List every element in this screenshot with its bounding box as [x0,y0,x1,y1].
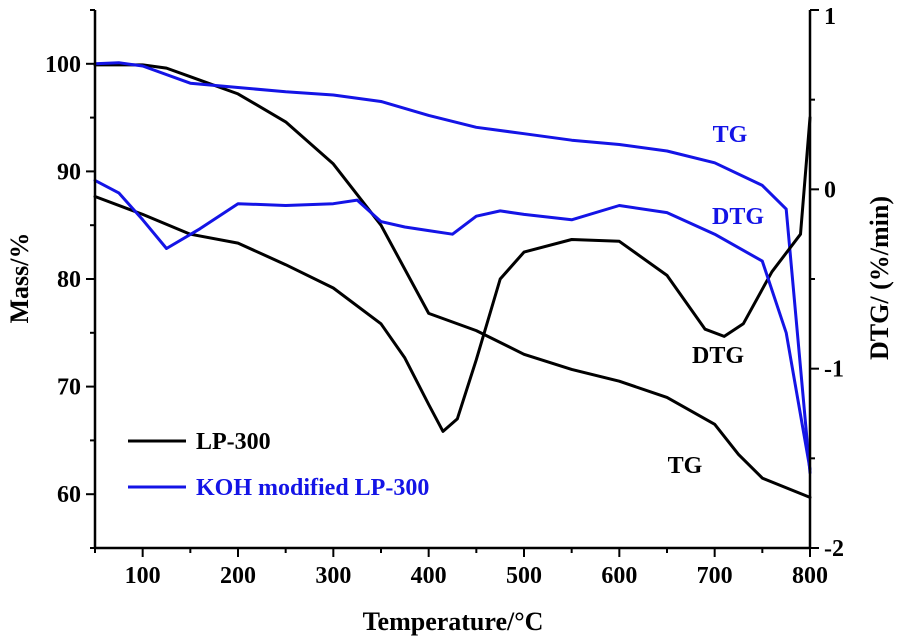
x-tick-label: 800 [792,563,828,589]
annotation-koh-dtg: DTG [712,204,764,230]
y-right-tick-label: -1 [824,357,844,383]
annotation-lp300-tg: TG [668,453,703,479]
x-tick-label: 200 [220,563,256,589]
y-left-tick-label: 80 [57,267,81,293]
legend-label: LP-300 [196,429,271,455]
y-left-tick-label: 60 [57,482,81,508]
y-left-tick-label: 70 [57,375,81,401]
series-line-koh-tg [93,61,812,475]
legend: LP-300 KOH modified LP-300 [128,429,429,501]
x-axis-title: Temperature/°C [363,607,544,636]
x-tick-label: 700 [697,563,733,589]
y-right-tick-label: 1 [824,4,836,30]
series-line-lp300-tg [93,63,812,499]
y-left-tick-label: 90 [57,159,81,185]
legend-label: KOH modified LP-300 [196,475,429,501]
y-axis-left-title: Mass/% [5,233,34,324]
y-left-tick-label: 100 [45,52,81,78]
series-layer [93,61,812,499]
annotation-koh-tg: TG [713,122,748,148]
x-tick-label: 100 [125,563,161,589]
series-line-koh-dtg [93,178,812,471]
x-tick-label: 600 [601,563,637,589]
y-axis-right-title: DTG/ (%/min) [865,196,894,360]
x-tick-label: 400 [411,563,447,589]
x-tick-label: 500 [506,563,542,589]
x-tick-label: 300 [315,563,351,589]
y-right-tick-label: -2 [824,536,844,562]
annotation-lp300-dtg: DTG [692,343,744,369]
series-line-lp300-dtg [93,116,812,433]
y-right-tick-label: 0 [824,177,836,203]
